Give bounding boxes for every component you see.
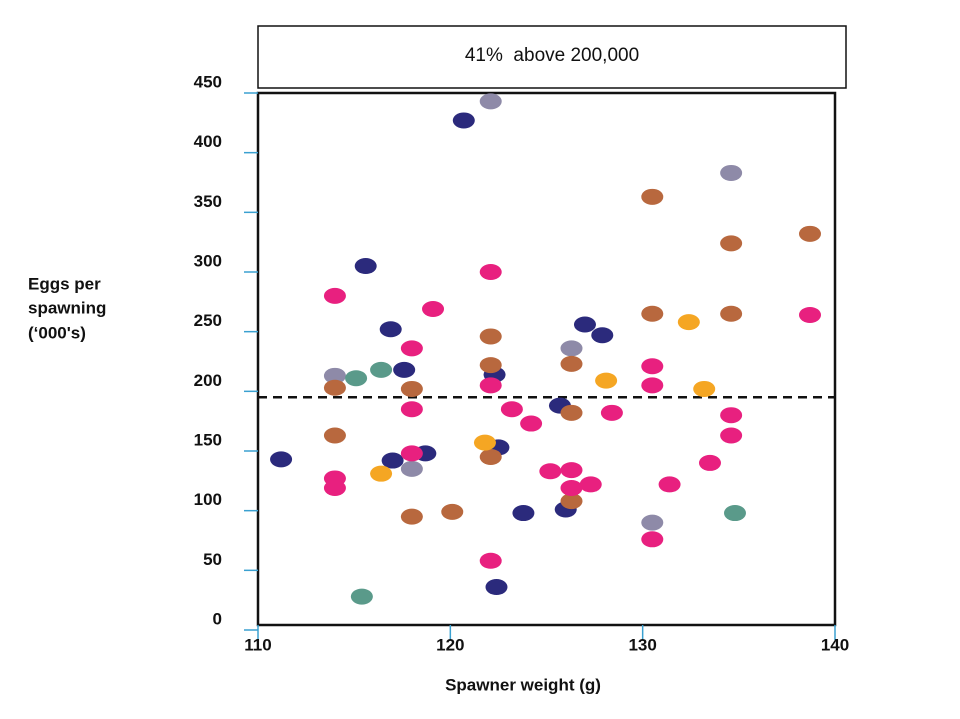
point	[479, 357, 502, 374]
x-tick-label: 120	[436, 635, 464, 654]
y-axis-title: Eggs per	[28, 274, 101, 293]
point	[452, 112, 475, 129]
y-axis-title: (‘000's)	[28, 323, 86, 342]
point	[539, 463, 562, 480]
point	[479, 264, 502, 280]
point	[323, 379, 346, 396]
point	[641, 358, 664, 375]
point	[400, 445, 423, 462]
point	[641, 188, 664, 205]
point	[641, 305, 664, 322]
x-tick-label: 110	[244, 635, 271, 654]
point	[658, 476, 681, 493]
point	[400, 508, 423, 525]
title-box	[257, 25, 847, 89]
point	[370, 465, 393, 482]
point	[422, 300, 445, 317]
point	[579, 476, 602, 493]
point	[323, 367, 346, 384]
point	[400, 340, 423, 357]
point	[479, 552, 502, 569]
point	[573, 316, 596, 333]
point	[720, 427, 743, 444]
point	[270, 451, 293, 468]
y-tick-label: 150	[194, 430, 222, 449]
point	[720, 305, 743, 322]
point	[381, 452, 404, 469]
point	[560, 355, 583, 372]
point	[485, 579, 508, 596]
point	[720, 164, 743, 181]
point	[723, 505, 746, 522]
point	[370, 361, 393, 378]
point	[693, 380, 716, 397]
point	[479, 328, 502, 345]
y-tick-label: 450	[194, 72, 222, 91]
point	[345, 370, 368, 387]
x-tick-label: 140	[821, 635, 849, 654]
y-tick-label: 0	[213, 609, 222, 628]
point	[560, 340, 583, 357]
chart-title: 41% above 200,000	[465, 45, 639, 66]
point	[354, 258, 377, 275]
point	[400, 380, 423, 397]
x-axis-title: Spawner weight (g)	[445, 675, 601, 694]
y-tick-label: 300	[194, 251, 222, 270]
y-tick-label: 250	[194, 311, 222, 330]
y-tick-label: 50	[203, 550, 222, 569]
point	[560, 479, 583, 496]
point	[473, 434, 496, 451]
point	[479, 377, 502, 394]
point	[560, 493, 583, 510]
point	[379, 321, 402, 338]
point	[560, 462, 583, 479]
point	[798, 225, 821, 242]
point	[720, 235, 743, 252]
point	[720, 407, 743, 424]
point	[479, 448, 502, 465]
point	[323, 427, 346, 444]
point	[500, 401, 523, 418]
x-tick-label: 130	[628, 635, 656, 654]
y-tick-label: 400	[194, 132, 222, 151]
point	[400, 401, 423, 418]
point	[600, 404, 623, 421]
point	[512, 505, 535, 522]
y-tick-label: 350	[194, 192, 222, 211]
point	[595, 372, 618, 389]
point	[641, 514, 664, 531]
point	[560, 404, 583, 421]
y-tick-label: 100	[194, 490, 222, 509]
point	[798, 306, 821, 323]
point	[400, 460, 423, 477]
point	[591, 327, 614, 344]
point	[350, 588, 373, 605]
point	[393, 361, 416, 378]
point	[441, 503, 464, 520]
point	[641, 377, 664, 394]
point	[641, 531, 664, 548]
point	[677, 314, 700, 331]
plot-frame	[256, 91, 837, 627]
point	[479, 93, 502, 110]
point	[323, 479, 346, 496]
point	[323, 287, 346, 304]
y-axis-title: spawning	[28, 298, 106, 317]
y-tick-label: 200	[194, 371, 222, 390]
point	[698, 454, 721, 471]
point	[520, 415, 543, 432]
